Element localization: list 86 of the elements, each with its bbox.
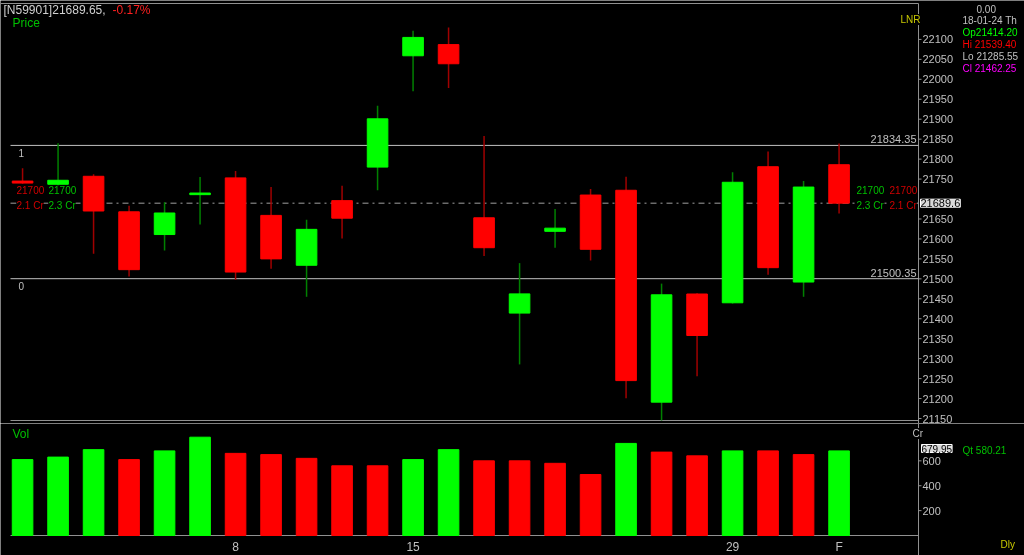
candlestick	[544, 208, 566, 249]
bar	[437, 449, 460, 536]
candlestick	[437, 26, 460, 89]
bar	[47, 456, 69, 536]
y-tick-label: 400	[922, 479, 941, 492]
x-tick-label: F	[835, 539, 843, 554]
bar	[650, 451, 673, 536]
annotation: 21700	[856, 184, 885, 196]
y-tick-label: 21800	[922, 153, 954, 166]
y-tick-label: 22100	[922, 33, 954, 46]
text: 679.95	[921, 443, 953, 455]
y-tick-label: 21750	[922, 173, 954, 186]
y-tick-label: 21450	[922, 292, 954, 305]
text: Dly	[1000, 539, 1015, 550]
y-tick-label: 21500	[922, 272, 954, 285]
text: Op21414.20	[962, 27, 1018, 38]
candlestick	[47, 142, 69, 187]
y-tick-label: 600	[922, 454, 941, 467]
text: 18-01-24 Th	[962, 15, 1017, 26]
y-axis-title: Vol	[12, 426, 30, 441]
bar	[686, 455, 708, 536]
bar	[260, 454, 282, 536]
y-tick-label: 21400	[922, 312, 954, 325]
bar	[82, 449, 105, 536]
y-tick-label: 21550	[922, 252, 954, 265]
text: Cl 21462.25	[962, 63, 1017, 74]
candlestick	[402, 29, 424, 93]
y-tick-label: 200	[922, 504, 941, 517]
y-tick-label: 21950	[922, 93, 954, 106]
y-tick-label: 21200	[922, 392, 954, 405]
candlestick	[153, 201, 176, 252]
bar	[11, 459, 34, 536]
text: 2.1 Cr	[889, 200, 918, 211]
bar	[366, 465, 389, 536]
bar	[828, 450, 850, 536]
y-tick-label: 21300	[922, 352, 954, 365]
y-tick-label: 21650	[922, 212, 954, 225]
annotation: 1	[18, 147, 25, 159]
candlestick	[189, 176, 211, 226]
bar	[615, 442, 637, 536]
bar	[792, 454, 815, 536]
ref-line-label: 21834.35	[870, 133, 917, 146]
bar	[331, 465, 353, 536]
y-tick-label: 21350	[922, 332, 954, 345]
candlestick	[331, 185, 353, 240]
bar	[189, 436, 211, 536]
annotation: 0	[18, 280, 25, 292]
bar	[544, 462, 566, 536]
annotation: 2.3 Cr	[48, 200, 77, 211]
annotation: 21700	[16, 184, 45, 196]
y-tick-label: 22050	[922, 53, 954, 66]
x-tick-label: 29	[725, 540, 740, 554]
chart-title: [N59901]21689.65,	[3, 2, 106, 17]
y-axis-title: Price	[12, 15, 41, 30]
y-tick-label: 21600	[922, 232, 954, 245]
text: Qt 580.21	[962, 445, 1007, 456]
bar	[295, 457, 318, 536]
annotation: 21700	[48, 184, 77, 196]
bar	[757, 450, 779, 536]
y-tick-label: 21900	[922, 113, 954, 126]
text: Hi 21539.40	[962, 39, 1017, 50]
y-tick-label: 21850	[922, 133, 954, 146]
bar	[402, 459, 424, 536]
ref-line-label: 21689.6	[920, 197, 961, 210]
bar	[508, 460, 531, 536]
annotation: 2.3 Cr	[856, 200, 885, 211]
y-tick-label: 21150	[922, 412, 953, 425]
x-tick-label: 8	[232, 540, 240, 554]
text: Cr	[912, 428, 924, 439]
bar	[153, 450, 176, 536]
bar	[118, 459, 140, 536]
candlestick	[508, 262, 531, 366]
x-tick-label: 15	[406, 540, 421, 554]
chart-subtitle: -0.17%	[112, 2, 151, 17]
bar	[579, 474, 602, 536]
text: 21700	[889, 184, 918, 196]
text: Lo 21285.55	[962, 51, 1019, 62]
bar	[224, 452, 247, 536]
text: LNR	[900, 14, 921, 25]
ref-line-label: 21500.35	[870, 266, 917, 279]
annotation: 2.1 Cr	[16, 200, 45, 211]
text: 0.00	[976, 3, 997, 15]
bar	[721, 450, 744, 536]
y-tick-label: 22000	[922, 73, 954, 86]
y-tick-label: 21250	[922, 372, 954, 385]
bar	[473, 460, 495, 536]
